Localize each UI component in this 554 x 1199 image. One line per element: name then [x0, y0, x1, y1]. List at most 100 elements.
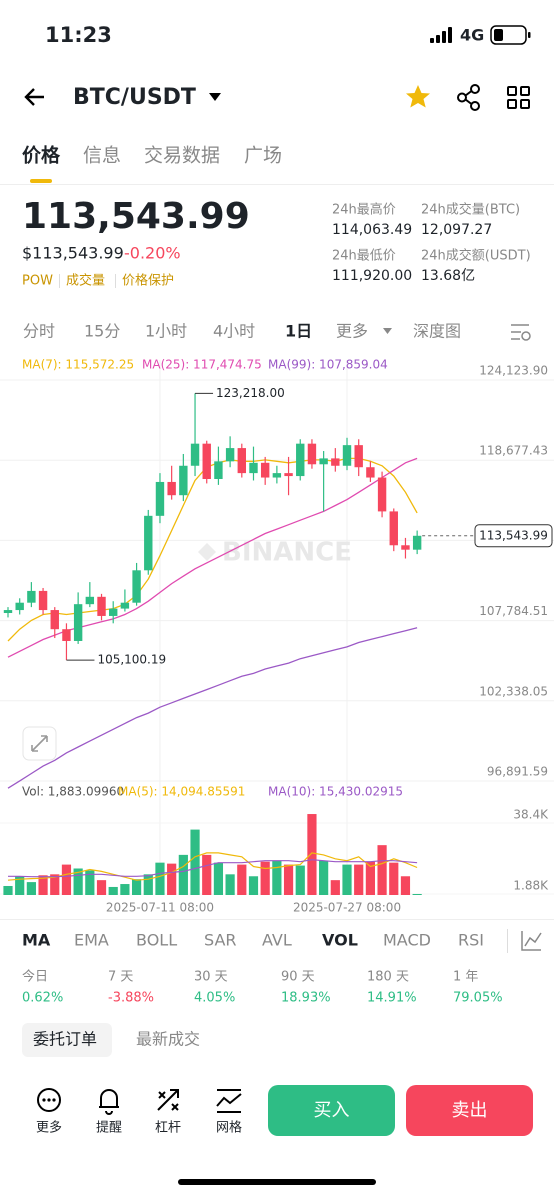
legend-entry: MA(99): 107,859.04	[268, 358, 388, 372]
alert-icon[interactable]	[99, 1089, 119, 1115]
period-label: 1 年	[453, 970, 478, 985]
back-button[interactable]	[24, 88, 44, 106]
volume-bar	[225, 874, 235, 895]
candle-body	[284, 473, 293, 477]
candle-body	[120, 602, 130, 609]
interval-tab[interactable]: 深度图	[413, 322, 461, 341]
action-label[interactable]: 网格	[216, 1120, 242, 1136]
volume-bar	[260, 861, 270, 895]
menu-button[interactable]	[507, 86, 530, 109]
last-price-box	[474, 524, 553, 548]
volume-bar	[167, 863, 177, 895]
volume-bar	[190, 829, 200, 895]
interval-tab[interactable]: 4小时	[213, 322, 255, 341]
interval-tab[interactable]: 15分	[84, 322, 120, 341]
indicator-tab[interactable]: MA	[22, 931, 51, 950]
tab[interactable]: 价格	[22, 144, 61, 167]
volume-bar	[354, 864, 364, 895]
leverage-icon[interactable]	[157, 1089, 179, 1111]
indicator-tab[interactable]: MACD	[383, 931, 431, 950]
period-change: 79.05%	[453, 991, 503, 1006]
favorite-star[interactable]	[406, 85, 430, 108]
button-label[interactable]: 买入	[314, 1100, 350, 1121]
more-icon[interactable]	[37, 1088, 61, 1112]
button-label[interactable]: 卖出	[452, 1100, 488, 1121]
period-label: 90 天	[281, 970, 315, 985]
volume-ma-line	[7, 852, 418, 881]
price-tag[interactable]: 价格保护	[122, 273, 174, 289]
interval-tab[interactable]: 1日	[285, 322, 312, 341]
x-tick-label: 2025-07-11 08:00	[106, 901, 214, 915]
tab[interactable]: 信息	[83, 145, 121, 167]
candle-body	[190, 443, 200, 466]
indicator-tab[interactable]: BOLL	[136, 931, 177, 950]
sell-button[interactable]	[406, 1085, 533, 1136]
order-tab-active[interactable]	[22, 1023, 112, 1057]
buy-button[interactable]	[268, 1085, 395, 1136]
volume-ma-line	[8, 859, 418, 878]
ma-line	[7, 627, 418, 789]
candle-body	[331, 458, 340, 466]
network-label: 4G	[460, 26, 484, 45]
volume-bar	[213, 862, 224, 895]
candle-body	[50, 610, 59, 630]
candle-body	[342, 445, 352, 466]
grid-icon[interactable]	[216, 1089, 242, 1113]
candle-body	[249, 462, 258, 474]
stat-label: 24h成交额(USDT)	[421, 248, 531, 264]
volume-bar	[108, 886, 118, 895]
candle-body	[97, 596, 106, 616]
more-dropdown[interactable]	[383, 328, 392, 334]
candle-body	[15, 602, 24, 611]
stat-label: 24h最低价	[332, 249, 396, 264]
price-tag[interactable]: 成交量	[66, 273, 105, 289]
stat-value: 114,063.49	[332, 222, 412, 238]
home-indicator	[178, 1179, 376, 1185]
candle-body	[27, 590, 36, 603]
y-tick-label: 124,123.90	[479, 363, 548, 377]
volume-bar	[365, 861, 375, 895]
volume-bar	[283, 864, 294, 895]
pair-title[interactable]: BTC/USDT	[73, 85, 196, 110]
chart-settings-icon[interactable]	[511, 324, 531, 341]
period-label: 7 天	[108, 970, 133, 985]
volume-bar	[412, 893, 422, 895]
order-tab[interactable]: 委托订单	[33, 1030, 97, 1049]
period-change: 0.62%	[22, 991, 63, 1006]
interval-tab[interactable]: 1小时	[145, 322, 187, 341]
expand-button[interactable]	[22, 726, 57, 761]
pair-dropdown[interactable]	[209, 93, 221, 101]
indicator-tab[interactable]: EMA	[74, 931, 109, 950]
indicator-tab[interactable]: RSI	[458, 931, 484, 950]
order-tab[interactable]: 最新成交	[136, 1030, 200, 1049]
indicator-tab[interactable]: VOL	[322, 931, 358, 950]
interval-tab[interactable]: 分时	[23, 322, 55, 341]
volume-bar	[237, 864, 247, 895]
stat-value: 13.68亿	[421, 268, 475, 284]
candle-body	[377, 477, 387, 512]
interval-tab[interactable]: 更多	[336, 322, 368, 341]
period-label: 180 天	[367, 970, 409, 985]
volume-bar	[342, 864, 352, 895]
period-change: 4.05%	[194, 991, 235, 1006]
action-label[interactable]: 杠杆	[155, 1120, 181, 1136]
indicator-settings-icon[interactable]	[521, 931, 542, 951]
tag-separator	[59, 274, 60, 288]
legend-entry: MA(5): 14,094.85591	[118, 785, 245, 799]
tab[interactable]: 广场	[244, 145, 282, 167]
indicator-tab[interactable]: AVL	[262, 931, 292, 950]
legend-entry: MA(25): 117,474.75	[142, 358, 262, 372]
volume-bar	[120, 884, 130, 895]
action-label[interactable]: 更多	[36, 1120, 62, 1136]
usd-price: $113,543.99	[22, 244, 124, 263]
price-tag[interactable]: POW	[22, 274, 53, 289]
last-price-label: 113,543.99	[479, 528, 548, 542]
tab[interactable]: 交易数据	[144, 145, 220, 167]
share-button[interactable]	[457, 84, 480, 111]
candle-body	[73, 604, 83, 641]
y-tick-label: 107,784.51	[479, 604, 548, 618]
candle-body	[296, 443, 305, 477]
volume-bar	[272, 860, 282, 895]
action-label[interactable]: 提醒	[96, 1120, 122, 1136]
indicator-tab[interactable]: SAR	[204, 931, 237, 950]
